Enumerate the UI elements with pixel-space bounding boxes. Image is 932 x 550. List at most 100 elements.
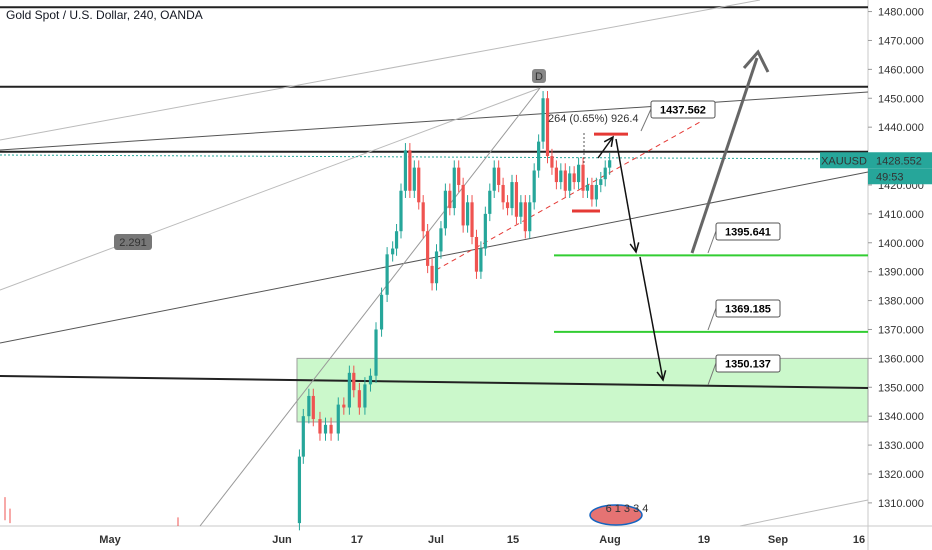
x-tick-label: Sep (768, 534, 788, 546)
pattern-point-label: D (535, 71, 543, 83)
candle-body (594, 184, 598, 200)
arrow-down-1-head (629, 242, 640, 254)
candle-body (461, 184, 465, 226)
price-badge (868, 152, 932, 169)
candle-body (403, 150, 408, 191)
candle-body (488, 190, 492, 214)
callout-1437-leader (640, 108, 652, 132)
candle-body (514, 182, 519, 217)
y-tick-label: 1470.000 (878, 35, 924, 47)
x-tick-label: Jun (272, 534, 292, 546)
y-tick-label: 1390.000 (878, 267, 924, 279)
candle-body (519, 202, 523, 217)
candle-body (391, 248, 395, 255)
candle-body (374, 329, 378, 376)
x-tick-label: 16 (853, 534, 865, 546)
x-tick-label: Aug (599, 534, 620, 546)
candle-body (323, 424, 328, 434)
candle-body (301, 416, 305, 457)
countdown-badge (868, 168, 932, 185)
candle-body (347, 372, 351, 408)
y-tick-label: 1400.000 (878, 238, 924, 250)
candle-body (399, 190, 403, 232)
demand-zone (296, 357, 869, 423)
volume-badge-text: 6 1 3 3 4 (606, 503, 649, 515)
candle-body (537, 141, 541, 171)
candle-body (336, 404, 340, 434)
candle-body (434, 251, 439, 284)
y-tick-label: 1320.000 (878, 469, 924, 481)
symbol-badge (820, 152, 868, 169)
candle-body (417, 167, 421, 203)
candle-body (492, 167, 496, 191)
candle-body (497, 167, 501, 185)
callout-1437-text: 1437.562 (660, 105, 706, 117)
callout-1350-text: 1350.137 (725, 359, 771, 371)
callout-1369-leader (707, 307, 717, 331)
arrow-down-2 (639, 256, 664, 381)
channel-line-2 (0, 87, 541, 291)
candle-body (465, 202, 470, 226)
candle-body (329, 424, 333, 434)
symbol-name: XAUUSD (821, 155, 867, 167)
arrow-up-small-head (603, 135, 615, 147)
x-tick-label: May (99, 534, 121, 546)
y-tick-label: 1460.000 (878, 64, 924, 76)
y-tick-label: 1450.000 (878, 93, 924, 105)
y-tick-label: 1480.000 (878, 7, 924, 19)
candle-body (443, 190, 447, 229)
candle-body (528, 202, 532, 232)
candle-body (581, 164, 585, 191)
trend-line-upper (0, 91, 869, 151)
candle-body (311, 395, 315, 420)
arrow-down-2-head (656, 370, 667, 382)
candle-body (590, 184, 594, 200)
channel-line-1 (0, 0, 761, 141)
rising-support-dashed (435, 121, 701, 271)
trend-line-lower (0, 171, 869, 344)
current-price-line (0, 154, 869, 160)
candle-body (430, 265, 434, 284)
candle-body (452, 167, 456, 209)
price-value: 1428.552 (876, 155, 922, 167)
candle-body (585, 184, 590, 191)
candle-body (421, 202, 425, 232)
candle-body (545, 98, 550, 157)
candle-body (550, 156, 554, 168)
candle-body (297, 456, 302, 524)
y-tick-label: 1340.000 (878, 411, 924, 423)
candle-body (318, 419, 322, 434)
x-tick-label: 15 (507, 534, 519, 546)
y-tick-label: 1330.000 (878, 440, 924, 452)
x-tick-label: 17 (351, 534, 363, 546)
candle-body (474, 236, 479, 272)
candle-body (501, 184, 505, 203)
x-tick-label: 19 (698, 534, 710, 546)
arrow-down-1 (615, 138, 637, 253)
candle-body (357, 390, 361, 408)
pattern-point-badge (532, 69, 546, 83)
price-axis-bg (868, 0, 932, 550)
candle-body (568, 173, 572, 191)
candle-body (532, 170, 536, 203)
channel-line-3 (739, 499, 869, 527)
y-tick-label: 1360.000 (878, 353, 924, 365)
arrow-big-up (690, 57, 759, 254)
candle-body (394, 231, 399, 249)
candle-body (307, 395, 311, 417)
callout-1369-box (715, 299, 781, 318)
callout-1395-leader (707, 230, 717, 254)
candle-body (559, 170, 563, 183)
candle-body (448, 190, 452, 209)
candle-body (541, 98, 545, 142)
y-tick-label: 1350.000 (878, 382, 924, 394)
candle-body (563, 170, 567, 191)
candle-body (363, 384, 367, 408)
measure-label: 264 (0.65%) 926.4 (548, 113, 639, 125)
angle-badge (114, 234, 152, 250)
arrow-big-up-head (742, 49, 770, 73)
candle-body (479, 248, 483, 272)
candle-body (554, 167, 558, 183)
